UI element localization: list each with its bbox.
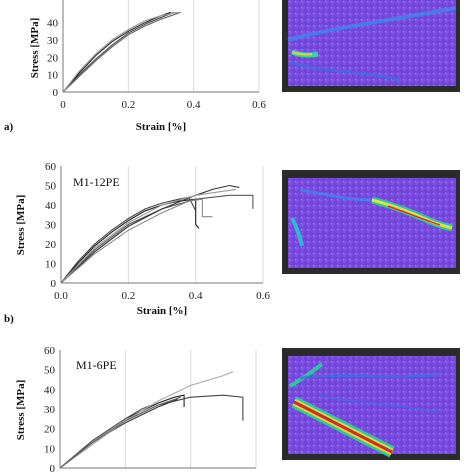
panel-a-ylabel: Stress [MPa] bbox=[29, 18, 41, 79]
panel-b-ytick: 0 bbox=[51, 278, 57, 290]
panel-b-xtick: 0.4 bbox=[189, 290, 203, 302]
panel-c-series-line bbox=[59, 404, 152, 469]
panel-c-ylabel: Stress [MPa] bbox=[15, 380, 27, 441]
panel-c-ytick: 10 bbox=[44, 443, 56, 455]
panel-c-chart: 0 10 20 30 40 50 60 Stress [MPa] M1-6PE bbox=[15, 345, 257, 474]
panel-c-dic-image bbox=[282, 348, 460, 460]
panel-b-dic-image bbox=[282, 170, 460, 274]
panel-b-ytick: 50 bbox=[45, 181, 57, 193]
panel-a-ytick: 40 bbox=[47, 18, 59, 30]
panel-a-series-line bbox=[62, 11, 178, 93]
panel-c-series-label: M1-6PE bbox=[76, 358, 117, 372]
panel-c-series-line bbox=[59, 394, 185, 469]
panel-b-series-label: M1-12PE bbox=[73, 175, 120, 189]
panel-c-series-line bbox=[59, 398, 178, 469]
panel-a-xtick: 0 bbox=[60, 99, 66, 111]
panel-a-ytick: 30 bbox=[47, 35, 59, 47]
panel-c-ytick: 0 bbox=[50, 463, 56, 474]
panel-b-series-line bbox=[60, 198, 200, 284]
panel-c-ytick: 60 bbox=[44, 345, 56, 357]
panel-c-ytick: 30 bbox=[44, 404, 56, 416]
panel-b-ytick: 40 bbox=[45, 200, 57, 212]
panel-b-series-line bbox=[60, 198, 213, 284]
panel-a-ytick: 10 bbox=[47, 70, 59, 82]
panel-c-ytick: 50 bbox=[44, 365, 56, 377]
panel-c-ytick: 40 bbox=[44, 384, 56, 396]
panel-a-dic-image bbox=[282, 0, 460, 92]
panel-a-xtick: 0.2 bbox=[121, 99, 135, 111]
panel-a-series-line bbox=[62, 11, 175, 93]
panel-b-ytick: 10 bbox=[45, 259, 57, 271]
panel-c-ytick: 20 bbox=[44, 424, 56, 436]
panel-b-xtick: 0.6 bbox=[256, 290, 270, 302]
panel-b-ytick: 30 bbox=[45, 220, 57, 232]
panel-b-ylabel: Stress [MPa] bbox=[15, 195, 27, 256]
panel-a-ytick: 0 bbox=[53, 87, 59, 99]
panel-a-xtick: 0.4 bbox=[187, 99, 201, 111]
panel-a-series-line bbox=[62, 11, 181, 93]
panel-b-xtick: 0.2 bbox=[121, 290, 135, 302]
panel-c-series-line bbox=[59, 371, 234, 469]
panel-a-xtick: 0.6 bbox=[252, 99, 266, 111]
panel-b-label: b) bbox=[4, 313, 14, 325]
panel-b-series-line bbox=[60, 188, 237, 284]
panel-b-xlabel: Strain [%] bbox=[137, 305, 187, 317]
panel-a-series-line bbox=[62, 11, 171, 93]
panel-b-ytick: 60 bbox=[45, 161, 57, 173]
panel-b-series-line bbox=[60, 184, 240, 284]
panel-c-series-line bbox=[59, 396, 182, 469]
panel-b-xtick: 0.0 bbox=[54, 290, 68, 302]
panel-b-series-line bbox=[60, 194, 254, 284]
panel-a-label: a) bbox=[4, 121, 14, 133]
panel-a-ytick: 20 bbox=[47, 52, 59, 64]
panel-a-chart: 0 10 20 30 40 0 0.2 0.4 0.6 Stress [MPa] Strain… bbox=[4, 0, 266, 133]
panel-b-ytick: 20 bbox=[45, 239, 57, 251]
panel-a-xlabel: Strain [%] bbox=[136, 121, 186, 133]
